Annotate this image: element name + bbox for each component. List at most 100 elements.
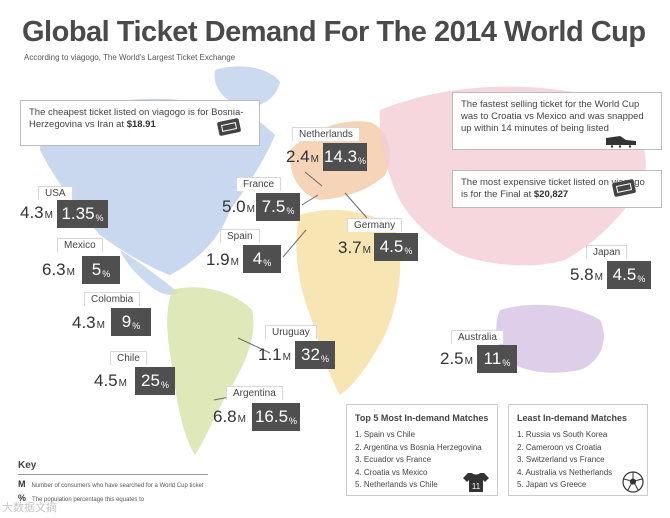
share-value: 5% [82,256,120,284]
page-title: Global Ticket Demand For The 2014 World … [22,16,646,48]
least-matches-list: 1. Russia vs South Korea 2. Cameroon vs … [509,429,647,492]
share-unit: % [404,246,413,256]
south-america-shape [167,287,254,455]
key-title: Key [18,460,208,475]
legend-key: Key M Number of consumers who have search… [18,460,218,503]
greenland-shape [214,66,280,107]
list-item: 5. Japan vs Greece [517,480,587,489]
oceania-shape [496,304,604,373]
country-label: Spain [220,229,260,243]
share-number: 16.5 [254,407,289,426]
searchers-value: 5.8M [570,265,603,285]
list-item: 2. Argentina vs Bosnia Herzegovina [355,442,482,452]
share-value: 4.5% [374,233,418,261]
country-label: Australia [451,330,504,344]
share-number: 14.3 [323,147,358,166]
share-number: 4.5 [612,265,637,284]
football-boot-icon [606,136,636,148]
share-value: 4% [243,245,281,273]
searchers-number: 5.8 [570,265,594,284]
share-unit: % [320,354,329,364]
country-label: USA [38,186,73,200]
share-unit: % [286,206,295,216]
country-label: France [236,177,282,191]
searchers-value: 6.8M [213,407,246,427]
share-unit: % [160,380,169,390]
share-value: 16.5% [252,403,300,431]
share-value: 7.5% [256,193,300,221]
expensive-note-text: The most expensive ticket listed on viag… [461,177,645,200]
top-matches-panel: Top 5 Most In-demand Matches 1. Spain vs… [346,404,498,496]
country-label: Colombia [84,292,141,306]
searchers-unit: M [310,154,319,165]
searchers-unit: M [594,272,603,283]
searchers-unit: M [246,204,255,215]
soccer-ball-icon [622,471,644,493]
searchers-number: 3.7 [338,238,362,257]
searchers-number: 6.8 [213,407,237,426]
share-number: 7.5 [261,197,286,216]
list-item: 1. Russia vs South Korea [517,430,608,439]
share-unit: % [502,358,511,368]
searchers-value: 3.7M [338,238,371,258]
searchers-number: 5.0 [222,197,246,216]
top-matches-list: 1. Spain vs Chile 2. Argentina vs Bosnia… [347,429,497,492]
share-value: 1.35% [57,200,108,228]
searchers-value: 4.3M [20,203,53,223]
searchers-unit: M [282,352,291,363]
share-number: 25 [141,371,160,390]
share-number: 1.35 [61,204,95,223]
searchers-unit: M [118,378,127,389]
searchers-number: 4.3 [72,313,96,332]
share-number: 32 [301,345,320,364]
searchers-number: 1.9 [206,250,230,269]
least-matches-title: Least In-demand Matches [517,413,628,423]
list-item: 3. Switzerland vs France [517,455,605,464]
share-value: 11% [477,345,517,373]
key-text-m: Number of consumers who have searched fo… [31,483,204,489]
list-item: 2. Cameroon vs Croatia [517,442,602,452]
country-label: Netherlands [292,127,360,141]
share-unit: % [263,258,272,268]
least-matches-panel: Least In-demand Matches 1. Russia vs Sou… [508,404,648,496]
country-label: Japan [586,245,628,259]
share-number: 4.5 [379,237,404,256]
jersey-number: 11 [472,482,481,491]
jersey-icon: 11 [463,473,489,492]
searchers-unit: M [66,267,75,278]
watermark: 大数据文摘 [2,502,57,514]
share-number: 5 [91,260,102,279]
share-unit: % [102,269,111,279]
searchers-unit: M [362,245,371,256]
searchers-value: 1.1M [258,345,291,365]
share-value: 14.3% [323,143,367,171]
share-unit: % [132,321,141,331]
share-number: 9 [121,312,132,331]
list-item: 4. Australia vs Netherlands [517,467,613,477]
expensive-note-price: $20,827 [533,189,569,200]
searchers-unit: M [230,257,239,268]
ticket-icon [612,179,636,197]
cheapest-note-price: $18.91 [126,119,156,130]
share-number: 4 [252,249,263,268]
country-label: Mexico [57,238,103,252]
share-unit: % [95,213,104,223]
searchers-number: 4.5 [94,371,118,390]
share-number: 11 [483,349,502,368]
share-value: 25% [135,367,175,395]
searchers-number: 6.3 [42,260,66,279]
searchers-value: 2.4M [286,147,319,167]
country-label: Uruguay [265,325,317,339]
country-label: Germany [347,218,403,232]
searchers-value: 6.3M [42,260,75,280]
searchers-value: 4.3M [72,313,105,333]
ticket-icon [217,118,241,136]
searchers-unit: M [464,356,473,367]
searchers-number: 2.5 [440,349,464,368]
list-item: 3. Ecuador vs France [355,455,432,464]
fastest-note-text: The fastest selling ticket for the World… [461,99,644,134]
share-unit: % [358,156,367,166]
share-value: 4.5% [607,261,651,289]
country-label: Chile [110,351,147,365]
